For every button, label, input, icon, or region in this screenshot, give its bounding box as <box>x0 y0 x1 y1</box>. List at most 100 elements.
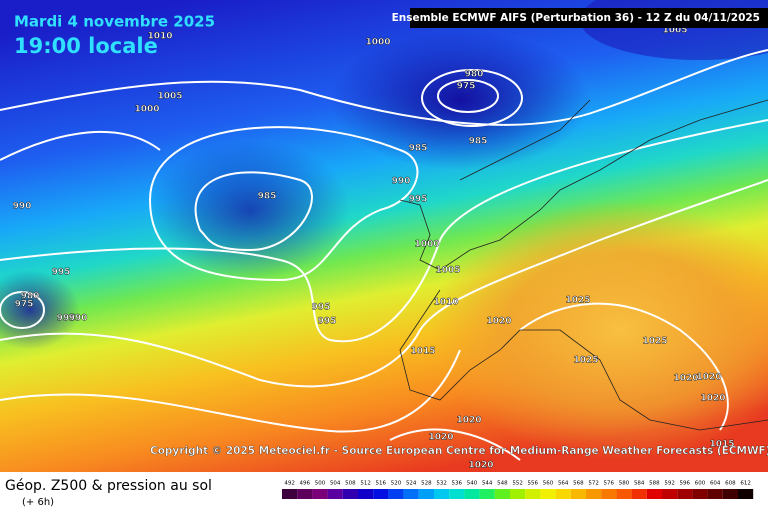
colorbar-label: 592 <box>664 481 675 487</box>
colorbar-label: 600 <box>695 481 706 487</box>
colorbar-swatch <box>616 489 632 499</box>
isobar-label: 980 <box>465 70 484 80</box>
colorbar-swatch <box>479 489 495 499</box>
footer-subtitle: (+ 6h) <box>22 497 54 508</box>
local-time: 19:00 locale <box>14 34 158 58</box>
colorbar-label: 556 <box>528 481 539 487</box>
colorbar-swatch <box>388 489 404 499</box>
colorbar-swatch <box>494 489 510 499</box>
isobar-label: 990 <box>69 314 88 324</box>
coastlines <box>399 99 768 431</box>
colorbar-label: 572 <box>588 481 599 487</box>
isobar-label: 975 <box>15 300 34 310</box>
footer-title: Géop. Z500 & pression au sol <box>5 478 212 494</box>
isobar-label: 995 <box>312 303 331 313</box>
colorbar-swatch <box>570 489 586 499</box>
colorbar-label: 536 <box>452 481 463 487</box>
colorbar-label: 532 <box>436 481 447 487</box>
colorbar-label: 604 <box>710 481 721 487</box>
colorbar-label: 568 <box>573 481 584 487</box>
colorbar-swatch <box>631 489 647 499</box>
isobar-label: 1000 <box>365 38 390 48</box>
colorbar-swatch <box>662 489 678 499</box>
colorbar-label: 528 <box>421 481 432 487</box>
isobar-label: 985 <box>258 192 277 202</box>
colorbar-label: 588 <box>649 481 660 487</box>
colorbar-label: 612 <box>740 481 751 487</box>
colorbar-swatch <box>692 489 708 499</box>
colorbar-swatch <box>358 489 374 499</box>
colorbar-label: 516 <box>376 481 387 487</box>
isobar-label: 1025 <box>573 356 598 366</box>
colorbar-swatch <box>722 489 738 499</box>
colorbar-swatch <box>312 489 328 499</box>
date: Mardi 4 novembre 2025 <box>14 13 215 31</box>
colorbar-swatch <box>646 489 662 499</box>
colorbar-swatch <box>525 489 541 499</box>
colorbar-label: 544 <box>482 481 493 487</box>
colorbar-swatch <box>373 489 389 499</box>
copyright: Copyright © 2025 Meteociel.fr - Source E… <box>150 445 768 457</box>
isobar-label: 995 <box>409 195 428 205</box>
isobar-label: 1020 <box>700 394 725 404</box>
isobar-label: 1005 <box>435 266 460 276</box>
isobar-label: 985 <box>409 144 428 154</box>
colorbar-swatch <box>342 489 358 499</box>
isobar-label: 1025 <box>565 296 590 306</box>
isobar-label: 995 <box>318 317 337 327</box>
isobar-label: 975 <box>457 82 476 92</box>
colorbar-label: 520 <box>391 481 402 487</box>
isobar-label: 1010 <box>147 32 172 42</box>
colorbar-label: 548 <box>497 481 508 487</box>
isobar-label: 1025 <box>642 337 667 347</box>
isobar-label: 980 <box>21 292 40 302</box>
colorbar-label: 540 <box>467 481 478 487</box>
colorbar-label: 504 <box>330 481 341 487</box>
colorbar-swatch <box>449 489 465 499</box>
colorbar: 492 496 500 504 508 512 516 520 524 528 532 536 540 5… <box>282 481 754 499</box>
isobar-label: 1015 <box>410 347 435 357</box>
colorbar-label: 492 <box>284 481 295 487</box>
isobar-label: 990 <box>392 177 411 187</box>
colorbar-swatch <box>297 489 313 499</box>
colorbar-label: 564 <box>558 481 569 487</box>
isobar-label: 990 <box>13 202 32 212</box>
colorbar-swatch <box>418 489 434 499</box>
colorbar-label: 576 <box>604 481 615 487</box>
colorbar-label: 496 <box>300 481 311 487</box>
colorbar-swatch <box>510 489 526 499</box>
colorbar-label: 508 <box>345 481 356 487</box>
colorbar-label: 500 <box>315 481 326 487</box>
isobar-label: 1020 <box>468 461 493 471</box>
colorbar-swatch <box>601 489 617 499</box>
colorbar-label: 608 <box>725 481 736 487</box>
colorbar-swatch <box>434 489 450 499</box>
colorbar-label: 584 <box>634 481 645 487</box>
colorbar-swatch <box>707 489 723 499</box>
colorbar-label: 596 <box>680 481 691 487</box>
colorbar-label: 524 <box>406 481 417 487</box>
model-info: Ensemble ECMWF AIFS (Perturbation 36) - … <box>392 12 760 24</box>
colorbar-swatch <box>555 489 571 499</box>
colorbar-swatch <box>403 489 419 499</box>
colorbar-swatch <box>464 489 480 499</box>
colorbar-swatch <box>327 489 343 499</box>
isobar-label: 995 <box>57 314 76 324</box>
isobar-label: 985 <box>469 137 488 147</box>
isobar-label: 1005 <box>662 26 687 36</box>
colorbar-label: 552 <box>512 481 523 487</box>
isobar-label: 1005 <box>157 92 182 102</box>
colorbar-label: 560 <box>543 481 554 487</box>
isobar-label: 1000 <box>414 240 439 250</box>
colorbar-swatch <box>586 489 602 499</box>
isobar-label: 1020 <box>696 373 721 383</box>
isobar-label: 1020 <box>428 433 453 443</box>
colorbar-label: 512 <box>360 481 371 487</box>
colorbar-swatch <box>677 489 693 499</box>
colorbar-swatch <box>282 489 298 499</box>
isobar-label: 1020 <box>486 317 511 327</box>
map-field <box>0 0 768 472</box>
